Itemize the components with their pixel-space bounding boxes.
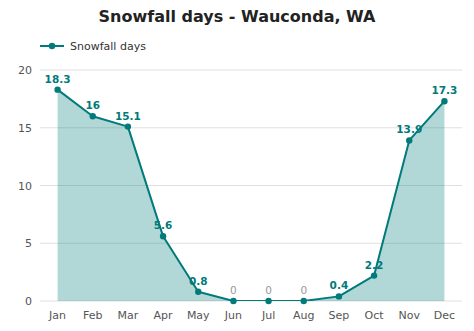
x-tick-label: Jan (48, 309, 66, 322)
y-tick-label: 5 (25, 237, 32, 250)
data-label: 18.3 (45, 73, 71, 85)
grid-line (40, 70, 462, 71)
x-tick-label: Dec (434, 309, 455, 322)
marker (371, 272, 377, 278)
marker (90, 113, 96, 119)
x-tick-label: Feb (83, 309, 102, 322)
x-tick-label: Jul (261, 309, 275, 322)
data-label: 0 (300, 284, 307, 296)
marker (230, 298, 236, 304)
data-label: 0.8 (189, 275, 208, 287)
x-tick-label: Aug (293, 309, 314, 322)
x-tick-label: Jun (224, 309, 242, 322)
y-tick-label: 10 (18, 180, 32, 193)
data-label: 5.6 (154, 219, 173, 231)
marker (54, 86, 60, 92)
y-tick-label: 20 (18, 64, 32, 77)
x-tick-label: May (187, 309, 210, 322)
marker (125, 123, 131, 129)
line (58, 90, 445, 301)
marker (265, 298, 271, 304)
data-label: 15.1 (115, 110, 141, 122)
y-tick-label: 15 (18, 122, 32, 135)
data-label: 13.9 (396, 123, 422, 135)
area (58, 90, 445, 301)
marker (195, 289, 201, 295)
legend-label: Snowfall days (70, 40, 146, 53)
chart: Snowfall days - Wauconda, WA 0 5 10 15 20 Jan F… (0, 0, 474, 331)
marker (160, 233, 166, 239)
data-label: 2.2 (365, 259, 384, 271)
data-label: 0.4 (330, 279, 349, 291)
legend-item: Snowfall days (40, 40, 146, 53)
series-area (58, 90, 445, 301)
y-tick-label: 0 (25, 295, 32, 308)
marker (336, 293, 342, 299)
markers (54, 86, 447, 304)
x-tick-label: Apr (154, 309, 174, 322)
x-tick-label: Mar (118, 309, 139, 322)
marker (406, 137, 412, 143)
data-label: 16 (85, 99, 100, 111)
marker (441, 98, 447, 104)
data-label: 0 (230, 284, 237, 296)
title: Snowfall days - Wauconda, WA (99, 7, 376, 26)
marker (301, 298, 307, 304)
legend-marker (49, 43, 55, 49)
x-tick-label: Sep (329, 309, 350, 322)
data-label: 0 (265, 284, 272, 296)
x-tick-label: Nov (399, 309, 421, 322)
data-label: 17.3 (431, 84, 457, 96)
x-tick-label: Oct (365, 309, 385, 322)
